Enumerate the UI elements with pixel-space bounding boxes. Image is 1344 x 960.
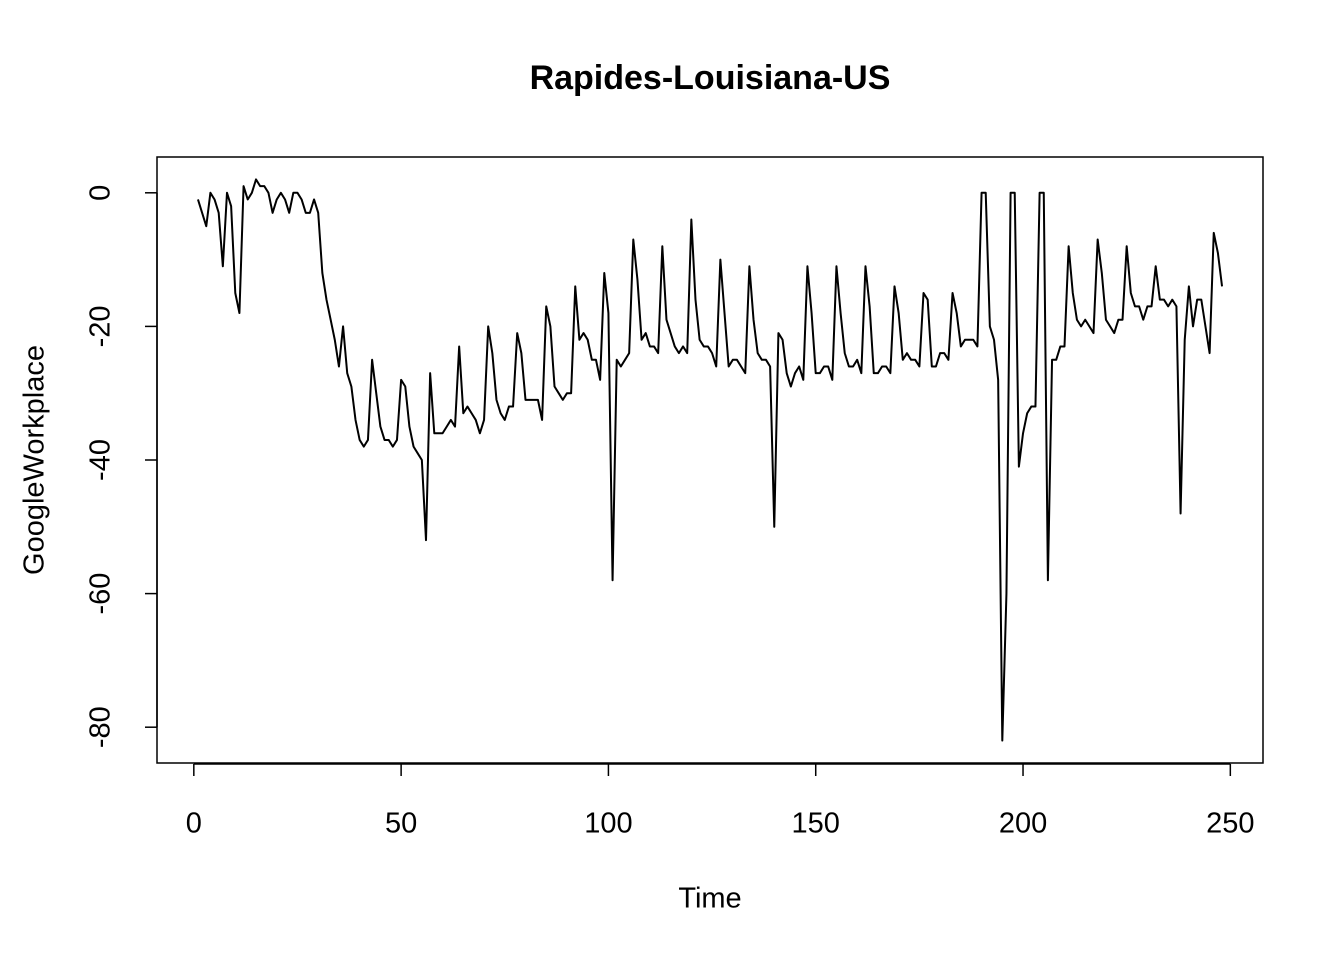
x-tick-label: 100 <box>584 808 632 840</box>
y-tick-label: -80 <box>85 706 117 748</box>
chart-title: Rapides-Louisiana-US <box>530 59 891 97</box>
x-tick-label: 50 <box>385 808 417 840</box>
y-axis-label: GoogleWorkplace <box>19 345 51 575</box>
x-tick-label: 0 <box>186 808 202 840</box>
data-line <box>197 178 1224 742</box>
x-tick-label: 200 <box>999 808 1047 840</box>
y-tick-label: -20 <box>85 305 117 347</box>
y-tick-label: 0 <box>85 185 117 201</box>
y-tick-label: -40 <box>85 439 117 481</box>
x-tick-label: 150 <box>792 808 840 840</box>
x-axis-label: Time <box>678 883 741 915</box>
x-tick-label: 250 <box>1206 808 1254 840</box>
y-tick-label: -60 <box>85 573 117 615</box>
